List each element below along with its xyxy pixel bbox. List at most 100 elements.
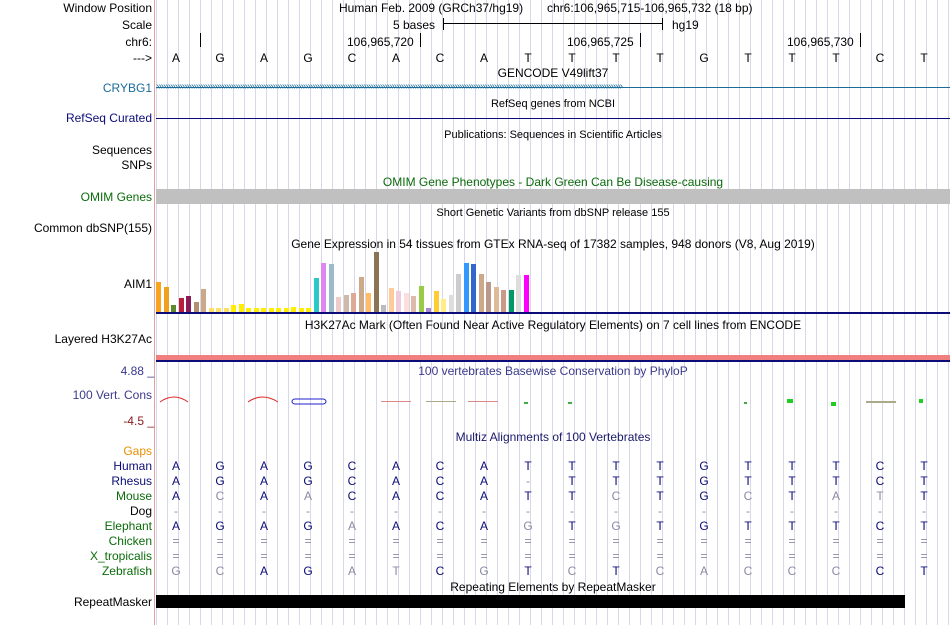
- gtex-tissue-bar[interactable]: [493, 287, 499, 312]
- base-letter[interactable]: T: [656, 51, 664, 65]
- h3k27ac-label[interactable]: Layered H3K27Ac: [54, 332, 152, 346]
- position-range[interactable]: chr6:106,965,715-106,965,732 (18 bp): [547, 1, 753, 15]
- base-letter[interactable]: C: [435, 51, 445, 65]
- gtex-tissue-bar[interactable]: [163, 287, 169, 312]
- aligned-base: A: [391, 474, 400, 488]
- base-letter[interactable]: T: [744, 51, 752, 65]
- gtex-tissue-bar[interactable]: [208, 308, 214, 312]
- gencode-chevrons[interactable]: ››››››››››››››››››››››››››››››››››››››››…: [156, 81, 623, 92]
- gtex-tissue-bar[interactable]: [216, 308, 221, 312]
- omim-label[interactable]: OMIM Genes: [80, 190, 152, 204]
- repeatmasker-feature[interactable]: [156, 595, 905, 608]
- omim-feature[interactable]: [156, 189, 950, 204]
- base-letter[interactable]: G: [303, 51, 313, 65]
- base-letter[interactable]: C: [347, 51, 357, 65]
- gtex-bar-chart[interactable]: [156, 252, 536, 312]
- species-label[interactable]: Rhesus: [111, 474, 152, 488]
- base-letter[interactable]: T: [568, 51, 576, 65]
- gtex-tissue-bar[interactable]: [426, 308, 431, 312]
- base-letter[interactable]: T: [832, 51, 840, 65]
- phylop-signal[interactable]: [156, 390, 950, 410]
- dbsnp-label[interactable]: Common dbSNP(155): [33, 221, 152, 235]
- gtex-gene-label[interactable]: AIM1: [123, 277, 152, 291]
- gtex-tissue-bar[interactable]: [516, 275, 521, 312]
- species-label[interactable]: Dog: [129, 504, 152, 518]
- gtex-tissue-bar[interactable]: [223, 308, 229, 312]
- base-letter[interactable]: T: [524, 51, 532, 65]
- repeatmasker-label[interactable]: RepeatMasker: [73, 595, 152, 609]
- gtex-tissue-bar[interactable]: [253, 308, 259, 312]
- gtex-tissue-bar[interactable]: [201, 289, 206, 312]
- base-letter[interactable]: A: [171, 51, 180, 65]
- gtex-tissue-bar[interactable]: [238, 304, 244, 312]
- assembly-title[interactable]: Human Feb. 2009 (GRCh37/hg19): [339, 1, 524, 15]
- species-label[interactable]: Elephant: [104, 519, 152, 533]
- gtex-tissue-bar[interactable]: [298, 308, 304, 312]
- phylop-label[interactable]: 100 Vert. Cons: [72, 388, 152, 402]
- aligned-base: A: [171, 474, 180, 488]
- species-label[interactable]: Chicken: [108, 534, 152, 548]
- gtex-tissue-bar[interactable]: [186, 296, 191, 312]
- gtex-tissue-bar[interactable]: [478, 274, 484, 312]
- gtex-tissue-bar[interactable]: [328, 264, 334, 312]
- gtex-tissue-bar[interactable]: [156, 282, 161, 312]
- gtex-tissue-bar[interactable]: [291, 307, 296, 312]
- base-letter[interactable]: A: [259, 51, 268, 65]
- gencode-gene-label[interactable]: CRYBG1: [102, 81, 152, 95]
- gtex-tissue-bar[interactable]: [171, 305, 176, 312]
- gtex-tissue-bar[interactable]: [471, 264, 476, 312]
- gtex-tissue-bar[interactable]: [448, 295, 454, 312]
- h3k27ac-signal[interactable]: [156, 355, 950, 360]
- gtex-tissue-bar[interactable]: [358, 277, 364, 312]
- base-letter[interactable]: T: [788, 51, 796, 65]
- base-letter[interactable]: A: [479, 51, 488, 65]
- species-label[interactable]: Zebrafish: [101, 564, 152, 578]
- base-letter[interactable]: A: [391, 51, 400, 65]
- gtex-tissue-bar[interactable]: [523, 275, 529, 312]
- base-letter[interactable]: G: [699, 51, 709, 65]
- refseq-gene-line[interactable]: [156, 118, 950, 119]
- base-letter[interactable]: T: [920, 51, 928, 65]
- gtex-tissue-bar[interactable]: [283, 308, 289, 312]
- gtex-tissue-bar[interactable]: [373, 252, 379, 312]
- gtex-tissue-bar[interactable]: [463, 263, 469, 312]
- base-letter[interactable]: T: [612, 51, 620, 65]
- gtex-tissue-bar[interactable]: [306, 308, 311, 312]
- gtex-tissue-bar[interactable]: [261, 308, 266, 312]
- gtex-tissue-bar[interactable]: [508, 290, 514, 312]
- publications-label-sequences[interactable]: Sequences: [91, 143, 152, 157]
- gtex-tissue-bar[interactable]: [381, 305, 386, 312]
- gtex-tissue-bar[interactable]: [433, 291, 439, 312]
- gtex-tissue-bar[interactable]: [388, 288, 394, 312]
- gtex-tissue-bar[interactable]: [411, 296, 416, 312]
- aligned-base: T: [612, 564, 620, 578]
- gene-strand-arrows[interactable]: [156, 87, 950, 88]
- gtex-tissue-bar[interactable]: [178, 298, 184, 312]
- base-letter[interactable]: G: [215, 51, 225, 65]
- base-letter[interactable]: C: [875, 51, 885, 65]
- publications-label-snps[interactable]: SNPs: [121, 158, 152, 172]
- gtex-tissue-bar[interactable]: [276, 308, 281, 312]
- gtex-tissue-bar[interactable]: [193, 302, 199, 312]
- refseq-label[interactable]: RefSeq Curated: [65, 111, 152, 125]
- gtex-tissue-bar[interactable]: [336, 297, 341, 312]
- gtex-tissue-bar[interactable]: [246, 308, 251, 312]
- species-label[interactable]: X_tropicalis: [89, 549, 152, 563]
- gtex-tissue-bar[interactable]: [456, 274, 461, 312]
- species-label[interactable]: Mouse: [115, 489, 152, 503]
- gtex-tissue-bar[interactable]: [313, 278, 319, 312]
- gtex-tissue-bar[interactable]: [501, 290, 506, 312]
- gtex-tissue-bar[interactable]: [268, 308, 274, 312]
- gtex-tissue-bar[interactable]: [418, 286, 424, 312]
- gtex-tissue-bar[interactable]: [343, 295, 349, 312]
- gtex-tissue-bar[interactable]: [231, 305, 236, 312]
- species-label[interactable]: Human: [113, 459, 152, 473]
- gtex-tissue-bar[interactable]: [351, 293, 356, 312]
- gtex-tissue-bar[interactable]: [403, 293, 409, 312]
- gtex-tissue-bar[interactable]: [396, 291, 401, 312]
- gaps-label[interactable]: Gaps: [123, 444, 152, 458]
- gtex-tissue-bar[interactable]: [486, 282, 491, 312]
- gtex-tissue-bar[interactable]: [366, 293, 371, 312]
- gtex-tissue-bar[interactable]: [321, 263, 326, 312]
- gtex-tissue-bar[interactable]: [441, 299, 446, 312]
